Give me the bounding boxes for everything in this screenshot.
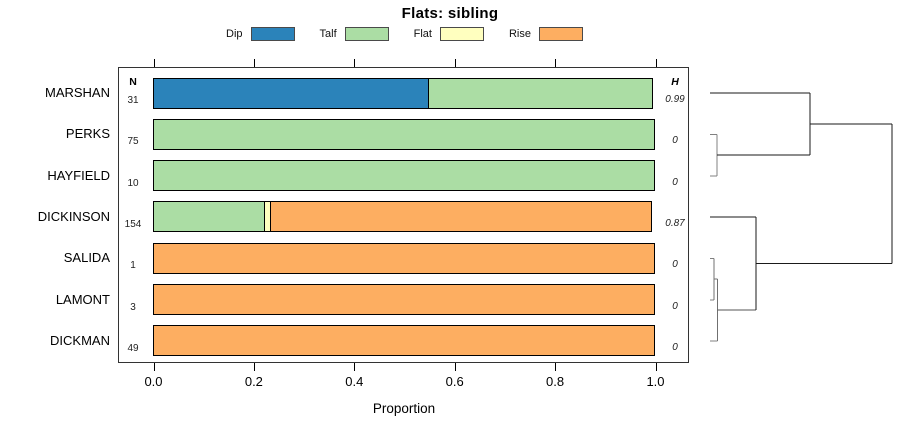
legend-label-talf: Talf [319, 28, 337, 40]
plot-border-box [118, 67, 689, 363]
bar-segment-rise [153, 284, 655, 316]
row-label: DICKMAN [50, 332, 110, 348]
row-n-value: 10 [127, 177, 139, 189]
bar-segment-talf [427, 77, 654, 109]
row-label: PERKS [65, 126, 110, 142]
stacked-bar [153, 77, 654, 109]
axis-tick-label: 0.8 [546, 374, 565, 389]
legend-swatch-dip [250, 27, 295, 41]
bar-segment-talf [153, 201, 266, 233]
legend-label-dip: Dip [226, 28, 243, 40]
axis-tick-label: 0.6 [445, 374, 464, 389]
stacked-bar [153, 160, 655, 192]
row-n-value: 154 [124, 218, 142, 230]
row-label: SALIDA [63, 250, 110, 266]
legend-swatch-rise [539, 27, 583, 41]
row-h-value: 0 [672, 176, 678, 188]
row-n-value: 75 [127, 136, 139, 148]
axis-tick-bottom [253, 363, 255, 371]
bar-segment-talf [153, 160, 655, 192]
row-n-value: 49 [127, 342, 139, 354]
axis-tick-top [655, 59, 657, 67]
row-h-value: 0 [672, 135, 678, 147]
bar-segment-dip [153, 77, 430, 109]
row-h-value: 0 [672, 341, 678, 353]
row-h-value: 0 [672, 300, 678, 312]
axis-tick-label: 0.2 [244, 374, 263, 389]
bar-segment-talf [153, 118, 655, 150]
legend: Dip Talf Flat Rise [226, 26, 608, 42]
axis-tick-top [555, 59, 557, 67]
row-h-value: 0.87 [665, 217, 685, 229]
stacked-bar [153, 284, 655, 316]
axis-tick-bottom [454, 363, 456, 371]
n-column-header: N [129, 76, 137, 88]
legend-label-flat: Flat [413, 28, 432, 40]
stacked-bar [153, 242, 655, 274]
row-n-value: 31 [127, 95, 139, 106]
bar-segment-rise [153, 242, 655, 274]
row-n-value: 1 [130, 260, 136, 272]
axis-tick-bottom [354, 363, 356, 371]
axis-tick-label: 0.4 [345, 374, 364, 389]
x-axis-title: Proportion [372, 401, 436, 416]
axis-tick-label: 0.0 [144, 374, 163, 389]
row-n-value: 3 [130, 301, 136, 313]
legend-item-talf: Talf [320, 27, 389, 41]
axis-tick-top [253, 59, 255, 67]
row-label: MARSHAN [44, 85, 110, 100]
stacked-bar [153, 201, 652, 233]
bar-segment-rise [270, 201, 652, 233]
stacked-bar [153, 325, 655, 357]
axis-tick-top [454, 59, 456, 67]
h-column-header: H [671, 76, 679, 88]
row-label: LAMONT [55, 291, 110, 307]
legend-item-flat: Flat [414, 27, 484, 41]
legend-swatch-talf [344, 27, 389, 41]
axis-tick-bottom [153, 363, 155, 371]
row-label: HAYFIELD [47, 167, 110, 183]
axis-tick-label: 1.0 [646, 374, 665, 389]
legend-swatch-flat [439, 27, 484, 41]
stacked-bar [153, 118, 655, 150]
chart-title: Flats: sibling [401, 5, 499, 22]
axis-tick-bottom [655, 363, 657, 371]
legend-label-rise: Rise [508, 28, 531, 40]
axis-tick-top [354, 59, 356, 67]
row-h-value: 0.99 [665, 94, 685, 105]
bar-segment-rise [153, 325, 655, 357]
legend-item-rise: Rise [509, 27, 583, 41]
row-h-value: 0 [672, 259, 678, 271]
axis-tick-bottom [555, 363, 557, 371]
legend-item-dip: Dip [226, 27, 295, 41]
axis-tick-top [153, 59, 155, 67]
row-label: DICKINSON [37, 208, 110, 224]
